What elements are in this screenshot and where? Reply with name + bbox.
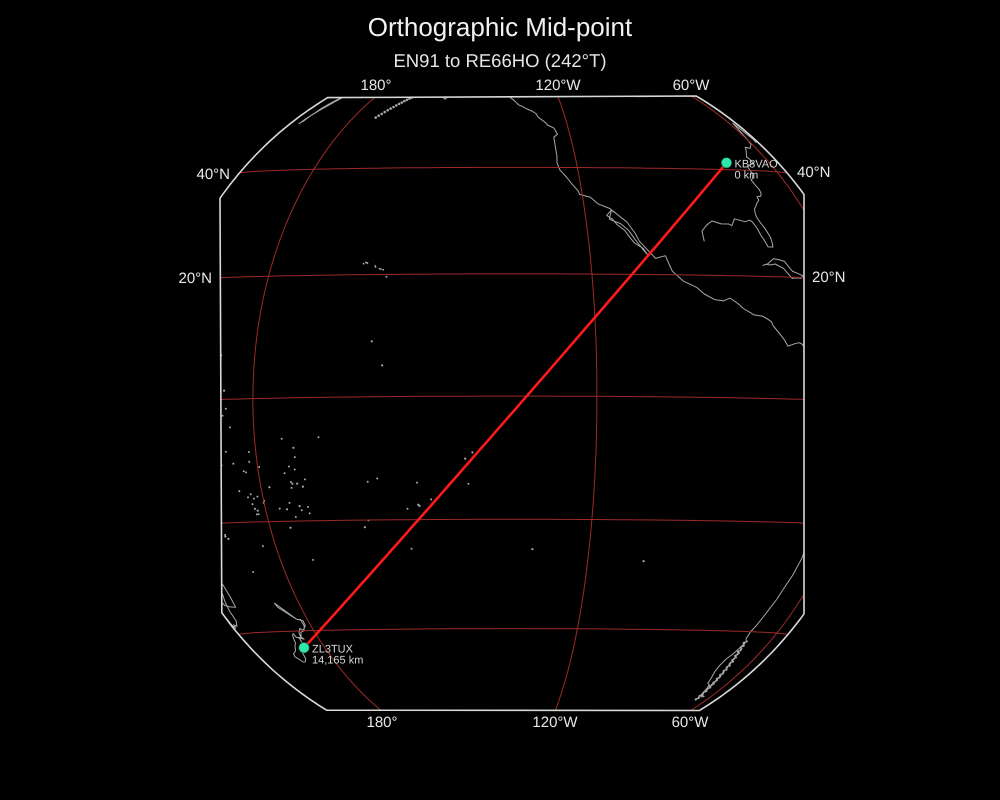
- svg-text:120°W: 120°W: [535, 77, 581, 94]
- svg-text:20°N: 20°N: [178, 270, 212, 287]
- svg-text:60°W: 60°W: [673, 77, 711, 94]
- svg-text:180°: 180°: [360, 77, 391, 94]
- svg-text:60°W: 60°W: [672, 714, 710, 731]
- svg-text:40°N: 40°N: [196, 166, 230, 183]
- svg-text:14,165 km: 14,165 km: [312, 654, 363, 666]
- svg-text:120°W: 120°W: [532, 714, 578, 731]
- svg-text:40°N: 40°N: [797, 164, 831, 181]
- svg-text:0 km: 0 km: [735, 169, 759, 181]
- svg-text:180°: 180°: [366, 714, 397, 731]
- svg-text:20°N: 20°N: [812, 269, 846, 286]
